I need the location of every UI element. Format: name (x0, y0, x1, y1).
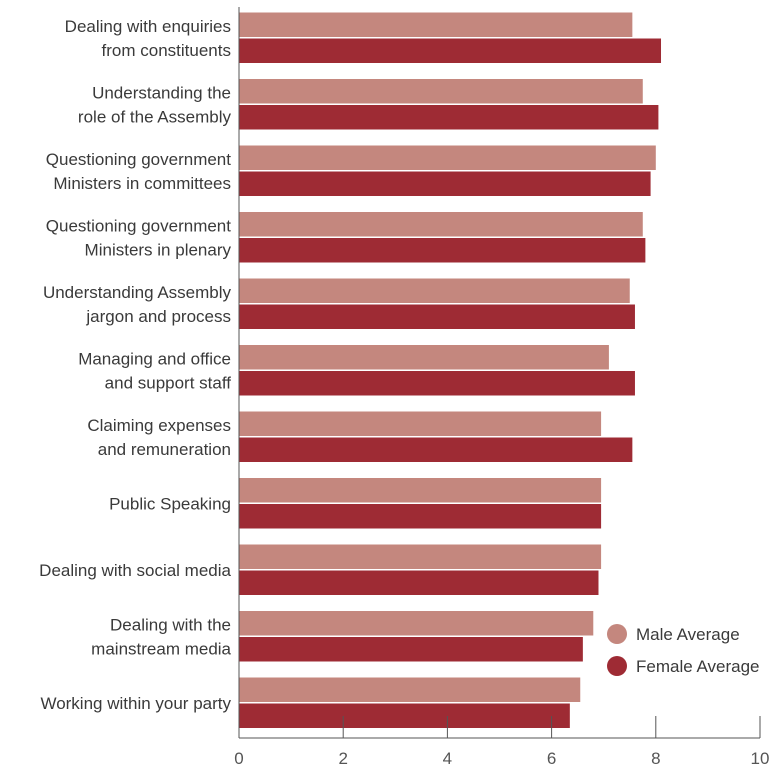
legend-label-female-average: Female Average (636, 657, 759, 676)
category-label-line: Questioning government (46, 150, 232, 169)
category-label-claiming-expenses-and-remuneration: Claiming expenses and remuneration (87, 416, 231, 459)
bar-male-average-claiming-expenses-and-remuneration (239, 411, 602, 436)
bar-female-average-dealing-with-social-media (239, 570, 599, 595)
category-label-line: Questioning government (46, 216, 232, 235)
bar-female-average-questioning-government-ministers-in-plenary (239, 238, 646, 263)
x-tick-label-4: 4 (443, 749, 452, 768)
category-label-dealing-with-enquiries-from-constituents: Dealing with enquiries from constituents (65, 17, 231, 60)
category-label-line: Understanding the (92, 83, 231, 102)
category-label-dealing-with-the-mainstream-media: Dealing with the mainstream media (91, 615, 231, 658)
bar-female-average-dealing-with-the-mainstream-media (239, 637, 583, 662)
category-label-line: Managing and office (78, 349, 231, 368)
legend-swatch-female-average (607, 656, 627, 676)
category-label-line: Dealing with enquiries (65, 17, 231, 36)
category-labels: Dealing with enquiries from constituents U… (39, 17, 231, 713)
bar-female-average-understanding-assembly-jargon-and-process (239, 304, 635, 329)
category-label-line: Dealing with social media (39, 561, 231, 580)
category-label-line: Dealing with the (110, 615, 231, 634)
category-label-line: Ministers in committees (53, 174, 231, 193)
category-label-line: Working within your party (40, 694, 231, 713)
x-tick-label-10: 10 (751, 749, 770, 768)
bar-female-average-managing-and-office-and-support-staff (239, 371, 635, 396)
x-axis-ticks: 0 2 4 6 8 10 (234, 716, 769, 768)
x-tick-label-2: 2 (338, 749, 347, 768)
category-label-line: Claiming expenses (87, 416, 231, 435)
bar-male-average-dealing-with-the-mainstream-media (239, 611, 594, 636)
category-label-understanding-assembly-jargon-and-process: Understanding Assembly jargon and process (43, 283, 232, 326)
category-label-questioning-government-ministers-in-committees: Questioning government Ministers in commi… (46, 150, 232, 193)
category-label-working-within-your-party: Working within your party (40, 694, 231, 713)
category-label-line: and support staff (105, 373, 232, 392)
legend: Male Average Female Average (607, 624, 759, 676)
category-label-line: and remuneration (98, 440, 231, 459)
x-tick-label-6: 6 (547, 749, 556, 768)
bar-male-average-public-speaking (239, 478, 602, 503)
bars-group (239, 12, 662, 728)
category-label-line: role of the Assembly (78, 107, 232, 126)
category-label-questioning-government-ministers-in-plenary: Questioning government Ministers in plena… (46, 216, 232, 259)
bar-female-average-public-speaking (239, 504, 602, 529)
bar-female-average-dealing-with-enquiries-from-constituents (239, 38, 662, 63)
category-label-line: jargon and process (85, 307, 231, 326)
bar-male-average-dealing-with-enquiries-from-constituents (239, 12, 633, 37)
bar-male-average-questioning-government-ministers-in-committees (239, 145, 656, 170)
category-label-public-speaking: Public Speaking (109, 494, 231, 513)
category-label-line: from constituents (102, 41, 231, 60)
category-label-understanding-the-role-of-the-assembly: Understanding the role of the Assembly (78, 83, 232, 126)
bar-male-average-dealing-with-social-media (239, 544, 602, 569)
bar-male-average-questioning-government-ministers-in-plenary (239, 212, 643, 237)
x-tick-label-0: 0 (234, 749, 243, 768)
category-label-line: mainstream media (91, 639, 231, 658)
category-label-managing-and-office-and-support-staff: Managing and office and support staff (78, 349, 231, 392)
legend-label-male-average: Male Average (636, 625, 740, 644)
bar-female-average-working-within-your-party (239, 703, 570, 728)
bar-female-average-understanding-the-role-of-the-assembly (239, 105, 659, 130)
bar-male-average-understanding-the-role-of-the-assembly (239, 79, 643, 104)
bar-female-average-questioning-government-ministers-in-committees (239, 171, 651, 196)
bar-female-average-claiming-expenses-and-remuneration (239, 437, 633, 462)
bar-male-average-working-within-your-party (239, 677, 581, 702)
category-label-dealing-with-social-media: Dealing with social media (39, 561, 231, 580)
bar-male-average-understanding-assembly-jargon-and-process (239, 278, 630, 303)
bar-male-average-managing-and-office-and-support-staff (239, 345, 609, 370)
category-label-line: Public Speaking (109, 494, 231, 513)
category-label-line: Ministers in plenary (85, 240, 232, 259)
category-label-line: Understanding Assembly (43, 283, 232, 302)
legend-swatch-male-average (607, 624, 627, 644)
x-tick-label-8: 8 (651, 749, 660, 768)
